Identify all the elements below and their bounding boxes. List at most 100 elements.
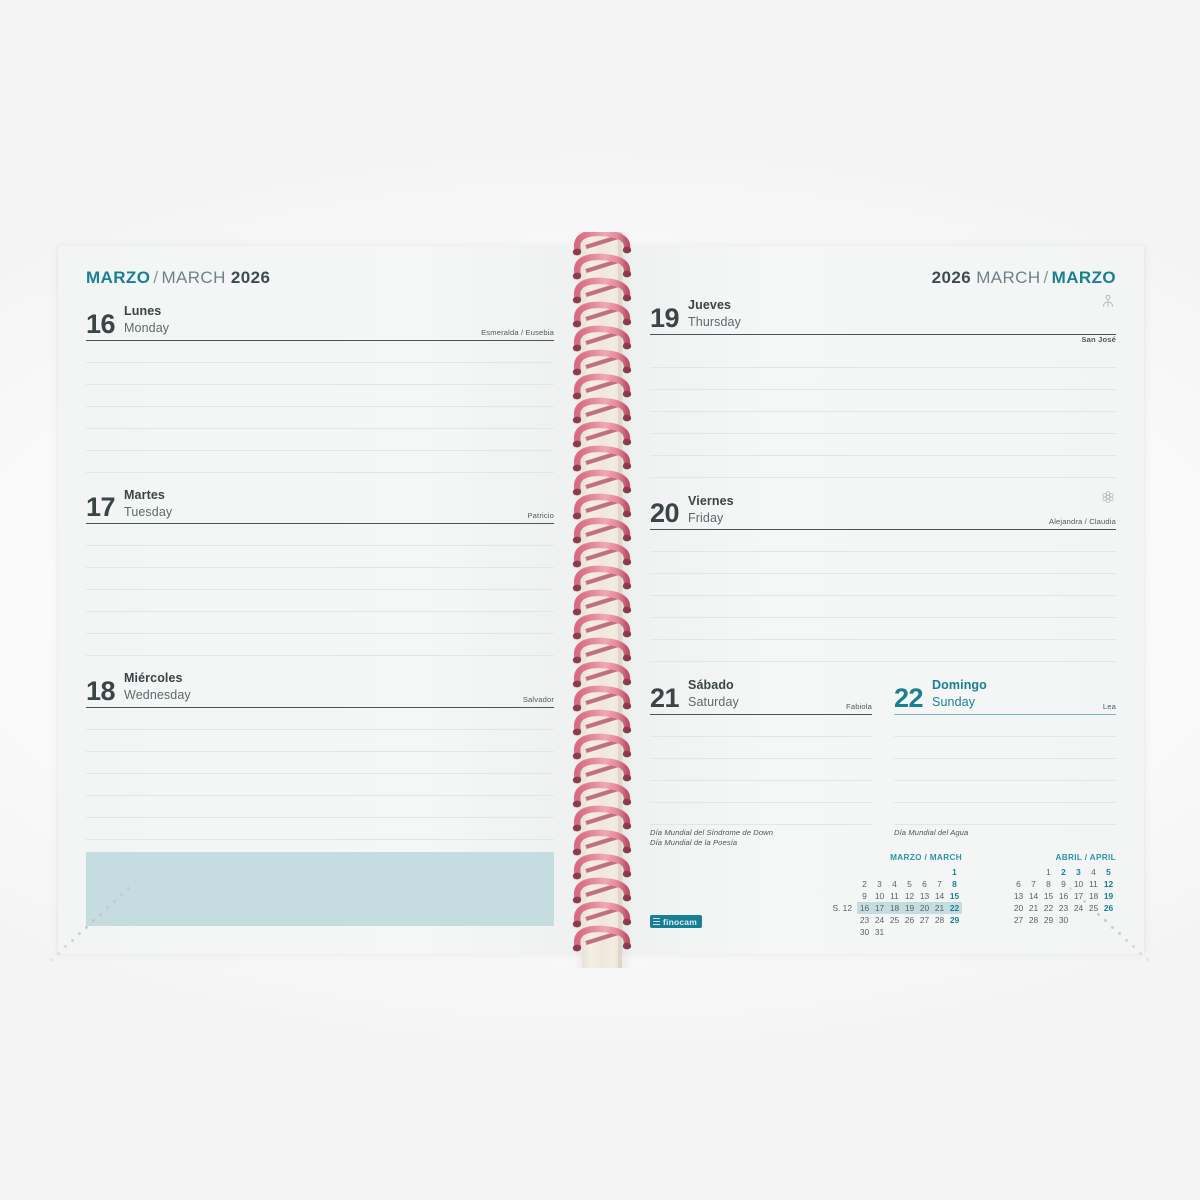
mini-calendar-day[interactable]: 20: [917, 902, 932, 914]
day-entry-16[interactable]: 16 Lunes Monday Esmeralda / Eusebia: [86, 302, 554, 473]
writing-line[interactable]: [86, 363, 554, 385]
mini-calendar-day[interactable]: 10: [1073, 879, 1084, 889]
mini-calendar-day[interactable]: 3: [877, 879, 882, 889]
mini-calendar-day[interactable]: 15: [1043, 891, 1054, 901]
mini-calendar-day[interactable]: 31: [874, 927, 885, 937]
mini-calendar-day[interactable]: 19: [902, 902, 917, 914]
writing-line[interactable]: [86, 568, 554, 591]
mini-calendar-day[interactable]: 26: [904, 915, 915, 925]
mini-calendar-day[interactable]: 17: [1073, 891, 1084, 901]
writing-line[interactable]: [650, 552, 1116, 575]
mini-calendar-day[interactable]: 12: [904, 891, 915, 901]
mini-calendar-day[interactable]: 27: [919, 915, 930, 925]
writing-line[interactable]: [86, 385, 554, 407]
writing-line[interactable]: [894, 759, 1116, 781]
mini-calendar-day[interactable]: 28: [934, 915, 945, 925]
writing-line[interactable]: [650, 596, 1116, 619]
mini-calendar-day[interactable]: 9: [1061, 879, 1066, 889]
writing-line[interactable]: [650, 715, 872, 737]
mini-calendar-day[interactable]: 11: [1089, 879, 1098, 889]
writing-line[interactable]: [86, 752, 554, 774]
mini-calendar-day[interactable]: 6: [1016, 879, 1021, 889]
mini-calendar-day[interactable]: 2: [1061, 867, 1066, 877]
writing-lines[interactable]: [86, 341, 554, 473]
mini-calendar-day[interactable]: 23: [1058, 903, 1069, 913]
mini-calendar-day[interactable]: 29: [1043, 915, 1054, 925]
mini-calendar-day[interactable]: 22: [1043, 903, 1054, 913]
writing-line[interactable]: [86, 634, 554, 657]
day-entry-21[interactable]: 21 Sábado Saturday Fabiola: [650, 676, 872, 849]
writing-line[interactable]: [894, 781, 1116, 803]
mini-calendar-day[interactable]: 4: [1091, 867, 1096, 877]
writing-line[interactable]: [650, 434, 1116, 456]
writing-line[interactable]: [650, 759, 872, 781]
writing-line[interactable]: [650, 781, 872, 803]
mini-calendar-day[interactable]: 16: [1058, 891, 1069, 901]
mini-calendar-day[interactable]: 8: [1046, 879, 1051, 889]
writing-line[interactable]: [650, 618, 1116, 641]
mini-calendar-day[interactable]: 1: [952, 867, 957, 877]
day-entry-17[interactable]: 17 Martes Tuesday Patricio: [86, 486, 554, 657]
writing-line[interactable]: [650, 530, 1116, 553]
mini-calendar-day[interactable]: 26: [1103, 903, 1114, 913]
writing-line[interactable]: [86, 546, 554, 569]
mini-calendar-day[interactable]: 7: [937, 879, 942, 889]
mini-calendar-day[interactable]: 3: [1076, 867, 1081, 877]
mini-calendar-day[interactable]: 1: [1046, 867, 1051, 877]
mini-calendar-day[interactable]: 14: [1028, 891, 1039, 901]
writing-line[interactable]: [894, 803, 1116, 825]
writing-line[interactable]: [650, 803, 872, 825]
writing-lines[interactable]: [86, 524, 554, 657]
mini-calendar-day[interactable]: 28: [1028, 915, 1039, 925]
day-entry-18[interactable]: 18 Miércoles Wednesday Salvador: [86, 669, 554, 840]
writing-lines[interactable]: [650, 530, 1116, 663]
mini-calendar-day[interactable]: 16: [857, 902, 872, 914]
mini-calendar-day[interactable]: 5: [1106, 867, 1111, 877]
writing-lines[interactable]: [894, 715, 1116, 825]
writing-line[interactable]: [894, 737, 1116, 759]
writing-line[interactable]: [86, 796, 554, 818]
writing-line[interactable]: [650, 640, 1116, 663]
mini-calendar-day[interactable]: 13: [1013, 891, 1024, 901]
mini-calendar-day[interactable]: 24: [1073, 903, 1084, 913]
mini-calendar-day[interactable]: 25: [1088, 903, 1099, 913]
mini-calendar-day[interactable]: 13: [919, 891, 930, 901]
mini-calendar-day[interactable]: 27: [1013, 915, 1024, 925]
writing-line[interactable]: [650, 346, 1116, 368]
mini-calendar-day[interactable]: 10: [874, 891, 885, 901]
writing-line[interactable]: [86, 429, 554, 451]
writing-line[interactable]: [650, 390, 1116, 412]
mini-calendar-day[interactable]: 22: [947, 902, 962, 914]
writing-lines[interactable]: [86, 708, 554, 840]
writing-line[interactable]: [86, 774, 554, 796]
mini-calendar-day[interactable]: 18: [1088, 891, 1099, 901]
writing-line[interactable]: [650, 412, 1116, 434]
mini-calendar-day[interactable]: 4: [892, 879, 897, 889]
mini-calendar-day[interactable]: 30: [859, 927, 870, 937]
writing-line[interactable]: [86, 524, 554, 547]
day-entry-19[interactable]: 19 Jueves Thursday: [650, 294, 1116, 478]
mini-calendar-day[interactable]: 18: [887, 902, 902, 914]
mini-calendar-day[interactable]: 21: [932, 902, 947, 914]
writing-line[interactable]: [86, 407, 554, 429]
writing-line[interactable]: [86, 451, 554, 473]
mini-calendar-day[interactable]: 5: [907, 879, 912, 889]
mini-calendar-day[interactable]: 6: [922, 879, 927, 889]
mini-calendar-day[interactable]: 23: [859, 915, 870, 925]
writing-line[interactable]: [650, 368, 1116, 390]
writing-lines[interactable]: [650, 346, 1116, 478]
mini-calendar-day[interactable]: 8: [952, 879, 957, 889]
mini-calendar-day[interactable]: 12: [1103, 879, 1114, 889]
mini-calendar-day[interactable]: 25: [889, 915, 900, 925]
writing-lines[interactable]: [650, 715, 872, 825]
mini-calendar-day[interactable]: 11: [890, 891, 899, 901]
writing-line[interactable]: [894, 715, 1116, 737]
notes-box[interactable]: [86, 852, 554, 926]
mini-calendar-day[interactable]: 9: [862, 891, 867, 901]
mini-calendar-day[interactable]: 21: [1028, 903, 1039, 913]
mini-calendar-day[interactable]: 30: [1058, 915, 1069, 925]
writing-line[interactable]: [86, 590, 554, 613]
mini-calendar-day[interactable]: 17: [872, 902, 887, 914]
writing-line[interactable]: [650, 456, 1116, 478]
mini-calendar-day[interactable]: 29: [949, 915, 960, 925]
